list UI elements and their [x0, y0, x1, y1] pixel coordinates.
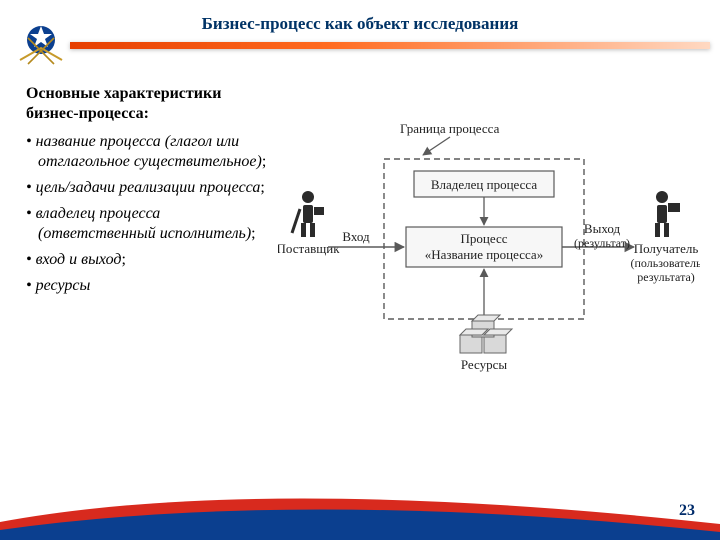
slide-title: Бизнес-процесс как объект исследования: [0, 14, 720, 34]
characteristic-item: • ресурсы: [26, 276, 274, 296]
characteristic-item: • вход и выход;: [26, 250, 274, 270]
output-label-bottom: (результат): [574, 236, 630, 250]
item-text: цель/задачи реализации процесса: [36, 179, 261, 196]
page-number: 23: [679, 502, 695, 520]
emblem-logo: [14, 14, 68, 68]
item-text: владелец процесса (ответственный исполни…: [36, 205, 252, 242]
consumer-label-top: Получатель: [634, 241, 699, 256]
boundary-label: Граница процесса: [400, 121, 500, 136]
title-divider: [70, 42, 710, 49]
item-text: вход и выход: [36, 251, 122, 268]
process-label-top: Процесс: [461, 231, 508, 246]
consumer-icon: [655, 191, 680, 237]
resources-icon: [460, 315, 512, 353]
characteristic-item: • владелец процесса (ответственный испол…: [26, 204, 274, 244]
output-label-top: Выход: [584, 221, 621, 236]
footer-stripe: [0, 480, 720, 540]
supplier-icon: [292, 191, 324, 237]
process-label-bottom: «Название процесса»: [425, 247, 543, 262]
process-diagram: Граница процесса Владелец процесса Проце…: [278, 114, 700, 384]
characteristics-block: Основные характеристики бизнес-процесса:…: [26, 84, 274, 302]
input-label: Вход: [342, 229, 370, 244]
consumer-label-mid: (пользователь: [631, 256, 700, 270]
item-text: название процесса (глагол или отглагольн…: [36, 133, 262, 170]
item-text: ресурсы: [36, 277, 91, 294]
owner-label: Владелец процесса: [431, 177, 537, 192]
characteristics-heading: Основные характеристики бизнес-процесса:: [26, 84, 274, 124]
characteristic-item: • название процесса (глагол или отглагол…: [26, 132, 274, 172]
characteristic-item: • цель/задачи реализации процесса;: [26, 178, 274, 198]
supplier-label: Поставщик: [278, 241, 340, 256]
resources-label: Ресурсы: [461, 357, 508, 372]
consumer-label-bot: результата): [637, 270, 695, 284]
